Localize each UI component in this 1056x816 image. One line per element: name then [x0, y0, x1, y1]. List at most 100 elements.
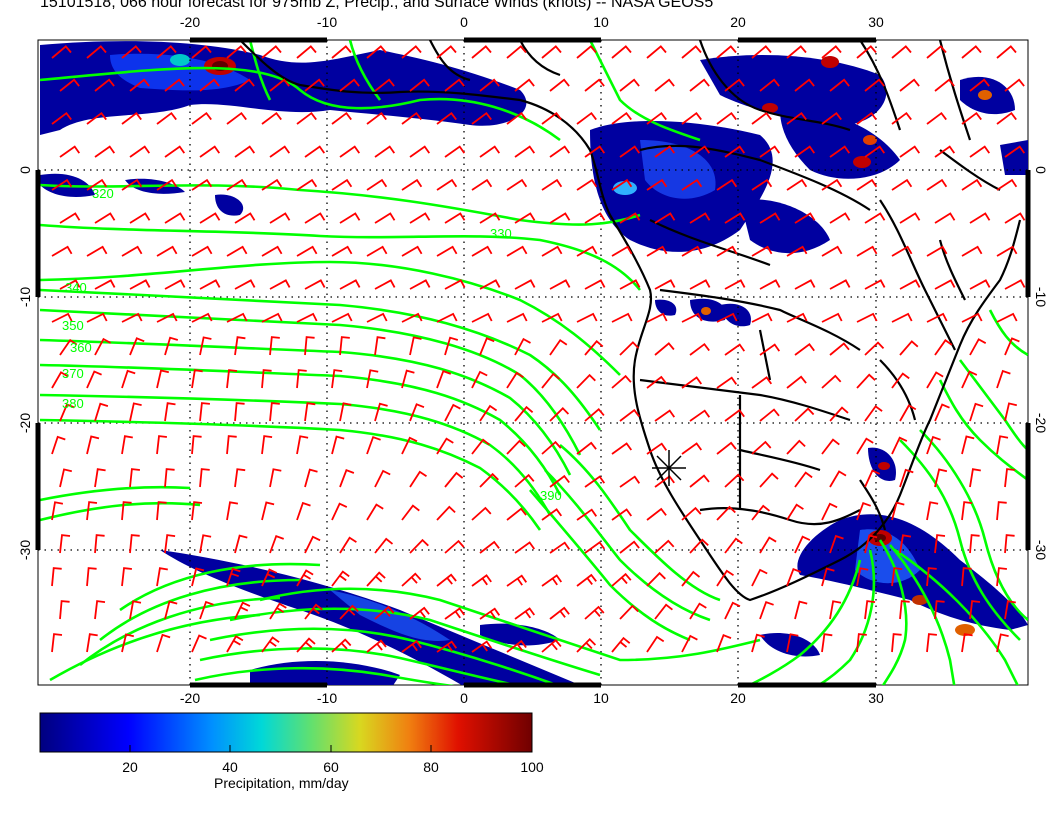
contour-label: 380	[62, 396, 84, 411]
wind-barb	[584, 541, 606, 554]
wind-barb	[786, 568, 802, 587]
wind-barb	[891, 436, 908, 455]
wind-barb	[654, 539, 675, 554]
wind-barb	[759, 145, 781, 158]
wind-barb	[646, 178, 668, 191]
wind-barb	[864, 212, 886, 224]
wind-barb	[891, 372, 910, 389]
wind-barb	[479, 212, 501, 224]
wind-barb	[549, 212, 571, 224]
wind-barb	[86, 633, 98, 653]
wind-barb	[234, 212, 256, 224]
wind-barb	[374, 469, 391, 488]
wind-barb	[549, 78, 570, 92]
wind-barb	[514, 541, 536, 554]
wind-barb	[759, 408, 780, 422]
wind-barb	[269, 145, 291, 158]
wind-barb	[199, 212, 221, 224]
wind-barb	[401, 178, 423, 191]
wind-barb	[681, 442, 703, 455]
wind-barb	[611, 111, 632, 125]
wind-barb	[821, 633, 833, 653]
wind-barb	[541, 508, 563, 521]
wind-barb	[541, 639, 562, 653]
wind-barb	[444, 145, 466, 158]
wind-barb	[899, 279, 921, 290]
wind-barb	[899, 600, 910, 620]
wind-barb	[786, 45, 807, 59]
wind-barb	[646, 245, 668, 257]
colorbar-tick-labels: 20 40 60 80 100	[122, 759, 544, 775]
wind-barb	[444, 336, 459, 356]
wind-barb	[444, 403, 461, 422]
wind-barb	[926, 435, 941, 455]
wind-barb	[891, 567, 903, 587]
wind-barb	[479, 145, 501, 158]
wind-barb	[129, 600, 142, 620]
wind-barb	[611, 508, 633, 521]
wind-barb	[864, 279, 886, 290]
wind-barb	[226, 435, 237, 455]
wind-barb	[296, 45, 317, 59]
wind-barb	[401, 504, 420, 521]
wind-barb	[479, 404, 498, 422]
wind-barb	[59, 279, 81, 290]
wind-barb	[409, 212, 431, 224]
wind-barb	[751, 312, 773, 323]
wind-barb	[646, 442, 668, 455]
wind-barb	[829, 534, 844, 554]
lat-label-right: 0	[1033, 166, 1049, 174]
wind-barb	[926, 371, 944, 389]
wind-barb	[471, 574, 492, 587]
wind-barb	[436, 505, 456, 521]
wind-barb	[94, 337, 112, 356]
wind-barb	[479, 607, 501, 620]
wind-barb	[786, 633, 799, 653]
wind-barb	[506, 45, 527, 59]
wind-barb	[296, 111, 317, 125]
wind-barb	[856, 111, 877, 125]
wind-barb	[86, 178, 108, 191]
wind-barb	[751, 440, 772, 455]
wind-barb	[541, 440, 562, 455]
wind-barb	[899, 145, 921, 158]
wind-barb	[934, 534, 946, 554]
wind-barb	[59, 468, 73, 488]
wind-barb	[996, 369, 1011, 389]
precipitation-field	[40, 41, 1028, 685]
wind-barb	[156, 501, 167, 521]
wind-barb	[444, 539, 465, 554]
wind-barb	[436, 312, 458, 323]
wind-barb	[611, 636, 631, 653]
wind-barb	[121, 178, 143, 191]
wind-barb	[199, 279, 221, 290]
wind-barb	[926, 178, 948, 191]
wind-barb	[724, 409, 745, 422]
wind-barb	[444, 212, 466, 224]
wind-barb	[59, 145, 81, 158]
wind-barb	[996, 245, 1018, 257]
wind-barb	[164, 212, 186, 224]
wind-barb	[234, 468, 246, 488]
wind-barb	[856, 373, 876, 389]
wind-barb	[829, 600, 842, 620]
wind-barb	[541, 312, 563, 323]
wind-barb	[94, 78, 115, 92]
wind-barb	[261, 435, 273, 455]
wind-barb	[401, 572, 422, 587]
wind-barb	[401, 245, 423, 257]
wind-barb	[506, 574, 528, 587]
wind-barb	[541, 245, 563, 257]
wind-barb	[689, 409, 711, 422]
wind-barb	[1004, 600, 1016, 620]
wind-barb	[156, 245, 178, 257]
wind-barb	[856, 245, 878, 257]
wind-barb	[584, 340, 604, 356]
wind-barb	[374, 336, 386, 356]
wind-barb	[234, 145, 256, 158]
wind-barb	[619, 408, 640, 422]
wind-barb	[156, 45, 177, 59]
wind-barb	[996, 45, 1017, 59]
wind-barb	[436, 640, 458, 653]
wind-barb	[506, 639, 527, 653]
